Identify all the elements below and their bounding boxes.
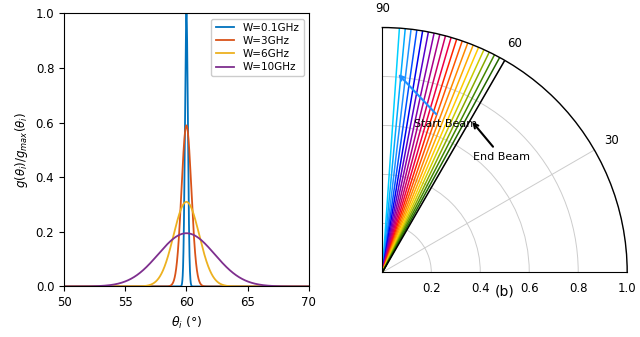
Text: End Beam: End Beam [473,124,530,162]
Line: W=0.1GHz: W=0.1GHz [64,13,309,286]
Text: (b): (b) [495,285,515,299]
W=6GHz [255,284,262,288]
W=6GHz [216,281,223,285]
W=6GHz [72,284,80,288]
W=0.1GHz [60,284,68,288]
W=3GHz [205,284,212,288]
W=10GHz [72,284,80,288]
W=0.1GHz [149,284,157,288]
Line: W=3GHz: W=3GHz [64,125,309,286]
W=3GHz [242,284,250,288]
Legend: W=0.1GHz, W=3GHz, W=6GHz, W=10GHz: W=0.1GHz, W=3GHz, W=6GHz, W=10GHz [211,19,303,76]
W=10GHz [205,246,212,250]
W=6GHz [149,282,157,286]
X-axis label: $\theta_i$ ($°$): $\theta_i$ ($°$) [171,315,202,331]
W=6GHz [182,200,190,204]
W=3GHz [149,284,157,288]
W=0.1GHz [72,284,80,288]
Line: W=10GHz: W=10GHz [64,233,309,286]
W=10GHz [305,284,313,288]
W=3GHz [305,284,313,288]
W=0.1GHz [242,284,250,288]
W=6GHz [242,284,250,288]
W=3GHz [216,284,223,288]
W=10GHz [242,279,250,283]
W=6GHz [305,284,313,288]
W=10GHz [216,258,223,262]
Text: Start Beam: Start Beam [400,76,477,129]
W=3GHz [255,284,262,288]
W=10GHz [60,284,68,288]
W=6GHz [60,284,68,288]
W=0.1GHz [205,284,212,288]
W=3GHz [72,284,80,288]
Line: W=6GHz: W=6GHz [64,202,309,286]
W=6GHz [205,266,212,270]
Y-axis label: $g(\theta_i)/g_{max}(\theta_i)$: $g(\theta_i)/g_{max}(\theta_i)$ [13,112,30,188]
W=10GHz [149,258,157,263]
W=3GHz [182,123,190,127]
W=0.1GHz [182,11,190,16]
W=10GHz [255,282,262,286]
W=0.1GHz [216,284,223,288]
W=3GHz [60,284,68,288]
W=10GHz [182,231,190,235]
W=0.1GHz [305,284,313,288]
W=0.1GHz [255,284,262,288]
